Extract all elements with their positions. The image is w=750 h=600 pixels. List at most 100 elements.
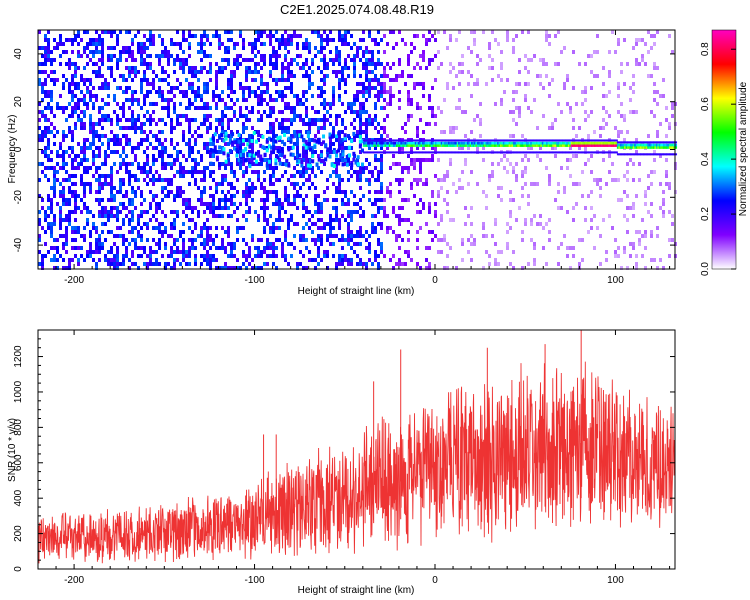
spectrogram-cell bbox=[278, 122, 281, 126]
spectrogram-cell bbox=[317, 94, 320, 98]
spectrogram-cell bbox=[191, 102, 194, 106]
spectrogram-cell bbox=[137, 42, 140, 46]
spectrogram-cell bbox=[548, 218, 551, 222]
spectrogram-cell bbox=[215, 258, 218, 262]
ridge-cell bbox=[383, 141, 386, 145]
ridge-cell bbox=[586, 139, 589, 142]
spectrogram-cell bbox=[173, 242, 176, 246]
spectrogram-cell bbox=[170, 138, 173, 142]
spectrogram-cell bbox=[473, 42, 476, 46]
spectrogram-cell bbox=[470, 222, 473, 226]
spectrogram-cell bbox=[518, 70, 521, 74]
spectrogram-cell bbox=[281, 206, 284, 210]
spectrogram-cell bbox=[260, 250, 263, 254]
spectrogram-cell bbox=[383, 210, 386, 214]
ridge-cell bbox=[515, 151, 519, 154]
spectrogram-cell bbox=[452, 182, 455, 186]
spectrogram-cell bbox=[377, 178, 380, 182]
spectrogram-cell bbox=[250, 158, 254, 163]
spectrogram-cell bbox=[176, 58, 179, 62]
spectrogram-cell bbox=[347, 66, 350, 70]
spectrogram-cell bbox=[464, 110, 467, 114]
spectrogram-cell bbox=[485, 82, 488, 86]
spectrogram-cell bbox=[149, 34, 152, 38]
spectrogram-cell bbox=[104, 30, 107, 34]
spectrogram-cell bbox=[152, 70, 155, 74]
spectrogram-cell bbox=[284, 66, 287, 70]
spectrogram-cell bbox=[356, 94, 359, 98]
spectrogram-cell bbox=[260, 114, 263, 118]
spectrogram-cell bbox=[386, 134, 389, 138]
spectrogram-cell bbox=[413, 178, 416, 182]
spectrogram-cell bbox=[407, 102, 410, 106]
spectrogram-cell bbox=[337, 148, 341, 153]
spectrogram-cell bbox=[212, 210, 215, 214]
ridge-cell bbox=[419, 141, 422, 145]
ridge-cell bbox=[629, 146, 633, 149]
spectrogram-cell bbox=[86, 86, 89, 90]
spectrogram-cell bbox=[221, 190, 224, 194]
spectrogram-cell bbox=[365, 158, 368, 162]
spectrogram-cell bbox=[158, 174, 161, 178]
spectrogram-cell bbox=[305, 58, 308, 62]
spectrogram-cell bbox=[213, 132, 217, 137]
spectrogram-cell bbox=[164, 54, 167, 58]
ridge-cell bbox=[423, 141, 426, 145]
spectrogram-cell bbox=[44, 70, 47, 74]
ridge-cell bbox=[450, 151, 454, 154]
ridge-cell bbox=[647, 153, 650, 156]
spectrogram-cell bbox=[122, 158, 125, 162]
spectrogram-cell bbox=[134, 242, 137, 246]
spectrogram-cell bbox=[284, 30, 287, 34]
spectrogram-cell bbox=[125, 126, 128, 130]
spectrogram-cell bbox=[611, 30, 614, 34]
spectrogram-cell bbox=[620, 70, 623, 74]
spectrogram-cell bbox=[545, 30, 548, 34]
spectrogram-cell bbox=[152, 182, 155, 186]
ridge-cell bbox=[624, 146, 627, 149]
spectrogram-cell bbox=[302, 150, 305, 154]
spectrogram-cell bbox=[665, 170, 668, 174]
spectrogram-cell bbox=[230, 254, 233, 258]
spectrogram-cell bbox=[92, 214, 95, 218]
ridge-cell bbox=[505, 144, 509, 147]
ridge-cell bbox=[622, 146, 626, 149]
spectrogram-cell bbox=[380, 222, 383, 226]
spectrogram-cell bbox=[368, 70, 371, 74]
spectrogram-cell bbox=[158, 58, 161, 62]
ridge-cell bbox=[501, 141, 504, 145]
spectrogram-cell bbox=[563, 186, 566, 190]
spectrogram-cell bbox=[575, 202, 578, 206]
spectrogram-cell bbox=[62, 186, 65, 190]
spectrogram-cell bbox=[89, 146, 92, 150]
spectrogram-cell bbox=[272, 262, 275, 266]
spectrogram-cell bbox=[212, 142, 215, 146]
spectrogram-cell bbox=[563, 234, 566, 238]
spectrogram-cell bbox=[83, 114, 86, 118]
spectrogram-cell bbox=[125, 30, 128, 34]
spectrogram-cell bbox=[224, 246, 227, 250]
spectrogram-cell bbox=[107, 54, 110, 58]
spectrogram-cell bbox=[59, 38, 62, 42]
ridge-cell bbox=[436, 144, 439, 147]
spectrogram-cell bbox=[68, 102, 71, 106]
spectrogram-cell bbox=[209, 194, 212, 198]
spectrogram-cell bbox=[119, 154, 122, 158]
ridge-cell bbox=[665, 143, 669, 147]
spectrogram-cell bbox=[179, 90, 182, 94]
spectrogram-cell bbox=[203, 166, 206, 170]
spectrogram-cell bbox=[287, 78, 290, 82]
spectrogram-cell bbox=[323, 122, 326, 126]
spectrogram-cell bbox=[257, 254, 260, 258]
spectrogram-cell bbox=[179, 174, 182, 178]
spectrogram-cell bbox=[242, 122, 245, 126]
spectrogram-cell bbox=[209, 161, 213, 166]
spectrogram-cell bbox=[305, 62, 308, 66]
spectrogram-cell bbox=[116, 62, 119, 66]
ridge-cell bbox=[390, 139, 393, 142]
spectrogram-cell bbox=[653, 62, 656, 66]
spectrogram-cell bbox=[335, 118, 338, 122]
spectrogram-cell bbox=[131, 114, 134, 118]
spectrogram-cell bbox=[113, 142, 116, 146]
